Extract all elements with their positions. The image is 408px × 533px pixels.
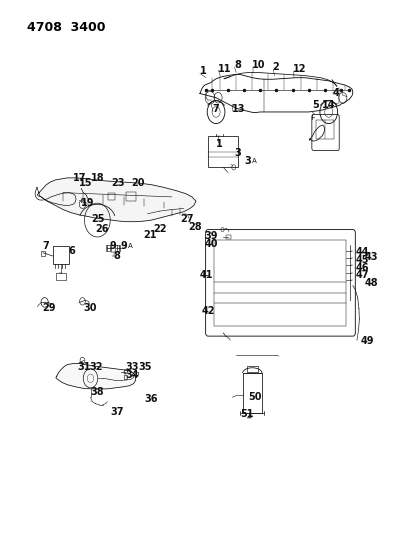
Text: 3: 3 (244, 156, 251, 166)
Text: 35: 35 (139, 362, 152, 372)
Polygon shape (38, 178, 196, 222)
Bar (208, 136, 238, 167)
Text: 3: 3 (234, 148, 241, 158)
Text: 5: 5 (312, 100, 319, 110)
Bar (316, 120, 335, 139)
Text: 44: 44 (356, 247, 370, 257)
Bar (124, 375, 127, 379)
Text: 32: 32 (89, 362, 103, 372)
Bar (53, 246, 69, 264)
Text: 33: 33 (126, 362, 139, 372)
Text: A: A (128, 244, 132, 249)
Text: 25: 25 (91, 214, 105, 224)
Text: 11: 11 (218, 64, 232, 74)
Text: 37: 37 (111, 407, 124, 417)
Text: 49: 49 (361, 336, 375, 346)
Text: 18: 18 (91, 173, 105, 183)
Text: 31: 31 (77, 362, 91, 372)
Text: 28: 28 (188, 222, 202, 232)
Text: 1: 1 (200, 66, 207, 76)
Polygon shape (56, 364, 135, 389)
Text: 7: 7 (42, 241, 49, 252)
Text: 6: 6 (68, 246, 75, 256)
Text: 39: 39 (205, 231, 218, 241)
Text: 2: 2 (273, 62, 279, 72)
Text: 22: 22 (154, 223, 167, 233)
Text: 21: 21 (144, 230, 157, 240)
Text: 27: 27 (180, 214, 193, 224)
Text: 8: 8 (234, 60, 241, 70)
Text: 48: 48 (365, 278, 379, 288)
Text: 47: 47 (356, 270, 370, 280)
Bar (56, 273, 66, 280)
Text: 51: 51 (240, 409, 254, 419)
Text: 9: 9 (120, 241, 127, 252)
Text: 38: 38 (91, 387, 104, 397)
Text: 45: 45 (356, 255, 370, 265)
Text: 1: 1 (216, 139, 223, 149)
Bar (243, 373, 262, 413)
Bar (126, 191, 135, 201)
Text: 4708  3400: 4708 3400 (27, 21, 105, 34)
Text: 50: 50 (248, 392, 262, 402)
Text: 30: 30 (83, 303, 97, 313)
Text: 7: 7 (212, 104, 219, 114)
Text: 15: 15 (79, 178, 93, 188)
Text: 29: 29 (42, 303, 56, 313)
Bar (106, 245, 111, 251)
Bar (247, 366, 258, 372)
Text: 34: 34 (126, 370, 139, 380)
Text: 19: 19 (81, 198, 95, 208)
Text: 46: 46 (356, 263, 370, 272)
Text: 40: 40 (205, 239, 218, 249)
Text: 43: 43 (365, 252, 379, 262)
Text: 36: 36 (144, 394, 158, 405)
Text: 20: 20 (131, 178, 145, 188)
Bar (214, 240, 346, 326)
Text: 14: 14 (322, 100, 335, 110)
Text: 26: 26 (95, 223, 109, 233)
Text: 12: 12 (293, 64, 306, 74)
Text: A: A (251, 158, 256, 164)
Text: 8: 8 (114, 251, 121, 261)
Text: 9: 9 (110, 241, 117, 252)
Text: 42: 42 (202, 306, 215, 316)
Text: 4: 4 (333, 88, 339, 99)
Text: 10: 10 (252, 60, 266, 70)
Bar (124, 369, 127, 373)
Bar (41, 251, 45, 256)
Bar (226, 235, 231, 239)
Text: 41: 41 (200, 270, 213, 280)
Bar (115, 245, 120, 251)
Bar (108, 192, 115, 200)
Text: 23: 23 (111, 178, 125, 188)
Text: 17: 17 (73, 173, 87, 183)
Text: 13: 13 (232, 104, 246, 114)
